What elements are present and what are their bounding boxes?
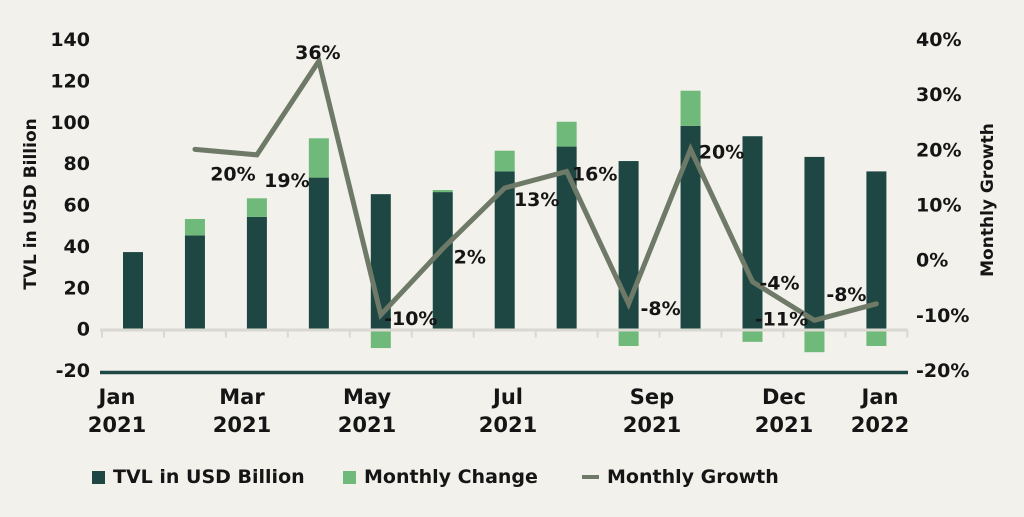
growth-value-label: 20%	[699, 141, 744, 163]
legend-label-monthly-change: Monthly Change	[364, 466, 538, 488]
bar-monthly-change	[494, 150, 515, 172]
y-axis-left-tick-label: 60	[64, 195, 90, 217]
bar-monthly-change	[618, 331, 639, 346]
bar-tvl	[123, 252, 143, 331]
growth-value-label: -8%	[641, 298, 681, 320]
y-axis-left-tick-label: 0	[77, 319, 90, 341]
y-axis-left-tick-label: 100	[50, 112, 90, 134]
legend-swatch-monthly-change-icon	[343, 470, 356, 484]
x-axis-tick-month: Jul	[491, 385, 523, 409]
bar-monthly-change	[680, 90, 701, 126]
growth-value-label: 20%	[210, 163, 255, 185]
y-axis-left-tick-label: 20	[64, 277, 90, 299]
legend-label-tvl: TVL in USD Billion	[113, 466, 305, 488]
y-axis-left-tick-label: 120	[50, 70, 90, 92]
bar-monthly-change	[432, 190, 453, 193]
bar-monthly-change	[184, 218, 205, 236]
x-axis-tick-month: Jan	[860, 385, 899, 409]
x-axis-tick-year: 2021	[338, 413, 396, 437]
x-axis-tick-month: Jan	[97, 385, 136, 409]
growth-value-label: 16%	[572, 163, 617, 185]
bar-tvl	[804, 156, 825, 331]
bar-monthly-change	[246, 198, 267, 217]
legend-item-monthly-growth: Monthly Growth	[582, 466, 779, 488]
bar-tvl	[742, 136, 763, 331]
y-axis-right-tick-label: 30%	[916, 84, 961, 106]
bar-monthly-change	[308, 138, 329, 178]
y-axis-right-tick-label: -10%	[916, 305, 969, 327]
y-axis-right-tick-label: 40%	[916, 29, 961, 51]
x-axis-tick-year: 2021	[479, 413, 537, 437]
x-axis-tick-year: 2021	[88, 413, 146, 437]
y-axis-right-tick-label: 0%	[916, 250, 948, 272]
x-axis-tick-month: Sep	[630, 385, 674, 409]
growth-value-label: 19%	[264, 170, 309, 192]
growth-value-label: -10%	[384, 308, 437, 330]
growth-value-label: 36%	[295, 42, 340, 64]
x-axis-tick-month: Dec	[762, 385, 806, 409]
bar-monthly-change	[556, 121, 577, 147]
bar-monthly-change	[370, 331, 391, 349]
y-axis-left-tick-label: 80	[64, 153, 90, 175]
y-axis-left-tick-label: 40	[64, 236, 90, 258]
bar-tvl	[184, 235, 205, 331]
x-axis-tick-month: Mar	[219, 385, 265, 409]
x-axis-tick-year: 2021	[213, 413, 271, 437]
bar-tvl	[494, 171, 515, 331]
bar-tvl	[246, 216, 267, 331]
legend-item-tvl: TVL in USD Billion	[92, 466, 305, 488]
x-axis-tick-year: 2021	[755, 413, 813, 437]
growth-value-label: 2%	[454, 247, 486, 269]
bar-tvl	[680, 125, 701, 331]
x-axis-tick-month: May	[343, 385, 391, 409]
x-axis-tick-year: 2022	[851, 413, 909, 437]
bar-monthly-change	[866, 331, 887, 346]
y-axis-right-tick-label: 10%	[916, 195, 961, 217]
growth-value-label: -4%	[759, 273, 799, 295]
monthly-growth-line	[192, 54, 879, 324]
legend-label-monthly-growth: Monthly Growth	[607, 466, 779, 488]
y-axis-right-tick-label: -20%	[916, 360, 969, 382]
legend-item-monthly-change: Monthly Change	[343, 466, 538, 488]
bar-tvl	[866, 171, 887, 331]
y-axis-title-right: Monthly Growth	[978, 123, 998, 277]
growth-value-label: -8%	[826, 284, 866, 306]
bar-tvl	[308, 177, 329, 331]
legend-swatch-tvl-icon	[92, 470, 105, 484]
growth-value-label: -11%	[755, 308, 808, 330]
bar-tvl	[432, 192, 453, 331]
bar-tvl	[556, 146, 577, 331]
bar-monthly-change	[804, 331, 825, 353]
y-axis-right-tick-label: 20%	[916, 139, 961, 161]
y-axis-left-tick-label: 140	[50, 29, 90, 51]
legend-swatch-monthly-growth-icon	[582, 475, 599, 479]
growth-value-label: 13%	[514, 189, 559, 211]
x-axis-tick-year: 2021	[623, 413, 681, 437]
y-axis-title-left: TVL in USD Billion	[21, 118, 41, 289]
bar-monthly-change	[742, 331, 763, 342]
y-axis-left-tick-label: -20	[56, 360, 90, 382]
